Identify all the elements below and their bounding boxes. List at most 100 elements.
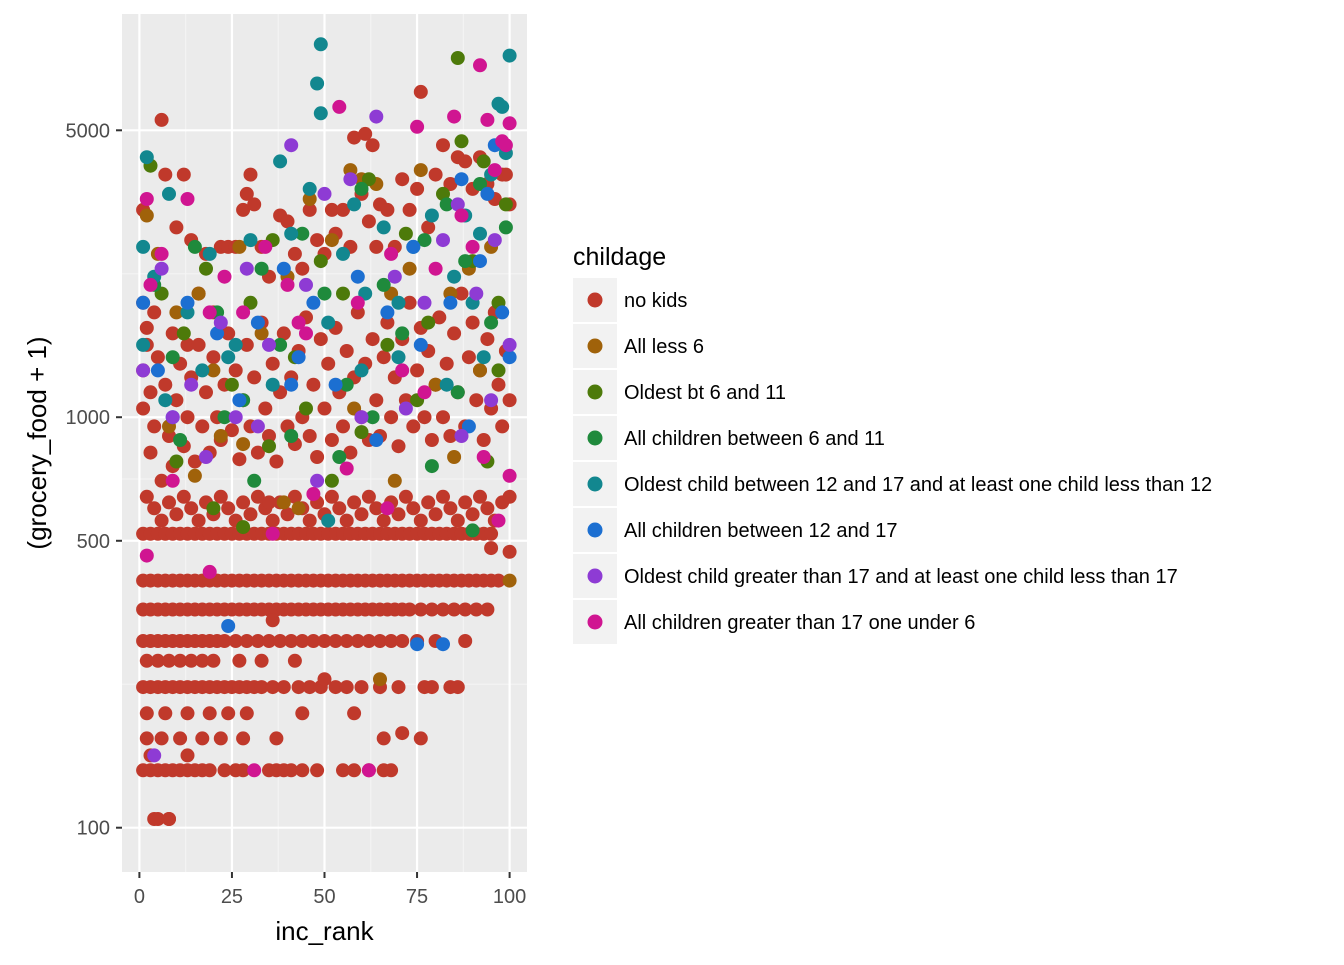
- series-7: [139, 58, 517, 778]
- legend-swatch: [587, 614, 603, 630]
- data-point: [432, 310, 447, 325]
- data-point: [487, 163, 502, 178]
- data-point: [154, 473, 169, 488]
- data-point: [295, 226, 310, 241]
- data-point: [417, 295, 432, 310]
- data-point: [417, 233, 432, 248]
- legend-label: All children between 6 and 11: [624, 428, 885, 450]
- legend-item: Oldest child greater than 17 and at leas…: [573, 554, 1178, 598]
- data-point: [321, 513, 336, 528]
- data-point: [269, 731, 284, 746]
- data-point: [180, 706, 195, 721]
- data-point: [454, 286, 469, 301]
- y-axis: 100 500 1000 5000: [66, 120, 122, 840]
- data-point: [250, 315, 265, 330]
- data-point: [339, 461, 354, 476]
- data-point: [262, 439, 276, 454]
- data-point: [324, 233, 339, 248]
- data-point: [473, 58, 487, 73]
- data-point: [232, 653, 247, 668]
- data-point: [369, 109, 384, 124]
- data-point: [332, 99, 347, 114]
- data-point: [461, 419, 476, 434]
- legend-label: All children between 12 and 17: [624, 520, 898, 542]
- data-point: [321, 315, 336, 330]
- data-point: [424, 602, 439, 617]
- data-point: [424, 459, 439, 474]
- data-point: [265, 377, 280, 392]
- data-point: [136, 239, 151, 254]
- data-point: [258, 401, 273, 416]
- data-point: [450, 385, 465, 400]
- data-point: [236, 305, 251, 320]
- data-point: [273, 154, 288, 169]
- data-point: [395, 326, 410, 341]
- data-point: [484, 541, 499, 556]
- data-point: [236, 763, 251, 778]
- data-point: [384, 634, 399, 648]
- data-point: [443, 429, 458, 443]
- series-6: [136, 109, 517, 763]
- data-point: [410, 637, 425, 652]
- data-point: [180, 748, 195, 763]
- data-point: [313, 106, 328, 121]
- data-point: [413, 337, 428, 352]
- data-point: [169, 393, 184, 408]
- legend-swatch: [587, 522, 603, 538]
- data-point: [502, 573, 517, 588]
- legend-swatch: [587, 476, 603, 492]
- data-point: [176, 489, 191, 504]
- data-point: [343, 445, 358, 460]
- legend-label: All children greater than 17 one under 6: [624, 612, 975, 634]
- data-point: [491, 363, 506, 378]
- data-point: [491, 573, 506, 588]
- legend-item: All less 6: [573, 324, 704, 368]
- data-point: [173, 653, 188, 668]
- data-point: [458, 254, 473, 269]
- data-point: [369, 239, 384, 254]
- data-point: [413, 163, 428, 178]
- data-point: [199, 385, 213, 400]
- data-point: [417, 385, 432, 400]
- data-point: [402, 602, 417, 617]
- data-point: [387, 269, 402, 284]
- data-point: [180, 295, 195, 310]
- data-point: [210, 326, 225, 341]
- data-point: [302, 181, 317, 196]
- data-point: [150, 350, 165, 365]
- data-point: [284, 763, 299, 778]
- legend-label: All less 6: [624, 336, 704, 358]
- data-point: [232, 239, 247, 254]
- data-point: [369, 393, 384, 408]
- data-point: [495, 99, 510, 114]
- data-point: [380, 202, 395, 217]
- data-point: [484, 526, 499, 541]
- data-point: [473, 177, 487, 191]
- data-point: [236, 520, 251, 535]
- data-point: [458, 154, 473, 169]
- data-point: [376, 350, 391, 365]
- data-point: [373, 672, 387, 687]
- data-point: [354, 363, 369, 378]
- data-point: [221, 350, 236, 365]
- data-point: [258, 239, 273, 254]
- data-point: [236, 202, 251, 217]
- data-point: [202, 564, 217, 579]
- legend-swatch: [587, 292, 603, 308]
- data-point: [391, 680, 406, 695]
- data-point: [199, 450, 213, 464]
- data-point: [439, 356, 454, 371]
- data-point: [384, 763, 399, 778]
- data-point: [436, 410, 450, 425]
- data-point: [302, 680, 317, 695]
- data-point: [476, 450, 491, 464]
- data-point: [273, 634, 288, 648]
- data-point: [154, 261, 169, 276]
- x-tick-label: 50: [313, 886, 335, 908]
- data-point: [406, 419, 421, 434]
- data-point: [143, 385, 158, 400]
- data-point: [436, 233, 450, 248]
- legend-item: All children greater than 17 one under 6: [573, 600, 975, 644]
- data-point: [139, 653, 154, 668]
- data-point: [361, 763, 376, 778]
